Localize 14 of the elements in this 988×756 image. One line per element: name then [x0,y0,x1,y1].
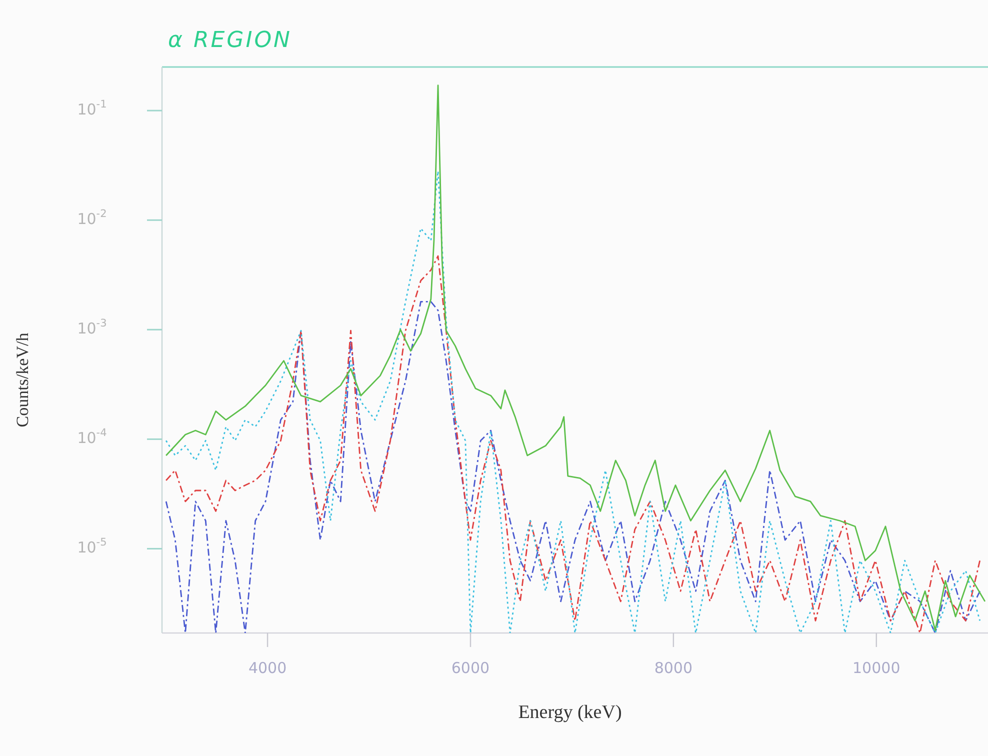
line-series [165,170,981,633]
x-axis-title: Energy (keV) [518,702,622,723]
y-tick-label: 10$^{-1}$ [77,98,107,119]
y-axis-title: Counts/keV/h [13,332,32,428]
x-tick-label: 8000 [654,659,693,677]
line-series [165,84,986,631]
chart-title: α REGION [168,28,292,53]
y-tick-label: 10$^{-4}$ [77,427,108,448]
x-tick-label: 6000 [451,659,490,677]
x-tick-label: 4000 [248,659,287,677]
x-tick-label: 10000 [852,659,900,677]
y-tick-label: 10$^{-3}$ [77,318,107,338]
y-tick-label: 10$^{-5}$ [77,536,107,557]
y-tick-label: 10$^{-2}$ [77,208,107,228]
